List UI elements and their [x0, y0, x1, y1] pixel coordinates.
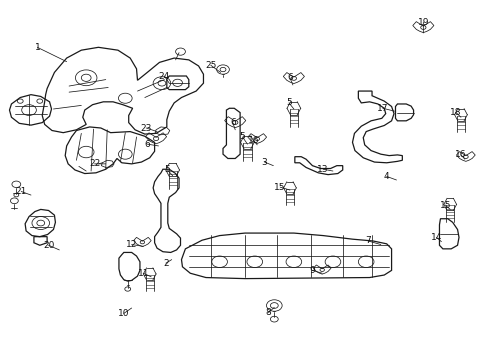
Text: 5: 5 — [240, 132, 245, 141]
Text: 15: 15 — [440, 201, 451, 210]
Text: 8: 8 — [266, 308, 271, 317]
Text: 10: 10 — [118, 309, 129, 318]
Text: 6: 6 — [145, 140, 150, 149]
Text: 4: 4 — [384, 172, 390, 181]
Text: 7: 7 — [365, 237, 371, 246]
Text: 6: 6 — [230, 118, 236, 127]
Text: 18: 18 — [450, 108, 462, 117]
Text: 5: 5 — [164, 165, 170, 174]
Text: 14: 14 — [431, 233, 442, 242]
Text: 13: 13 — [318, 165, 329, 174]
Text: 1: 1 — [34, 43, 40, 52]
Text: 15: 15 — [274, 183, 286, 192]
Text: 22: 22 — [89, 159, 100, 168]
Text: 19: 19 — [417, 18, 429, 27]
Text: 3: 3 — [262, 158, 268, 167]
Text: 25: 25 — [205, 61, 217, 70]
Text: 11: 11 — [138, 269, 149, 278]
Text: 23: 23 — [141, 123, 152, 132]
Text: 2: 2 — [163, 259, 169, 268]
Text: 16: 16 — [248, 136, 260, 145]
Text: 5: 5 — [286, 98, 292, 107]
Text: 17: 17 — [377, 104, 389, 113]
Text: 24: 24 — [159, 72, 170, 81]
Text: 6: 6 — [287, 73, 293, 82]
Text: 21: 21 — [16, 187, 27, 196]
Text: 9: 9 — [310, 266, 315, 275]
Text: 16: 16 — [455, 150, 466, 159]
Text: 20: 20 — [43, 241, 54, 250]
Text: 12: 12 — [126, 240, 137, 249]
